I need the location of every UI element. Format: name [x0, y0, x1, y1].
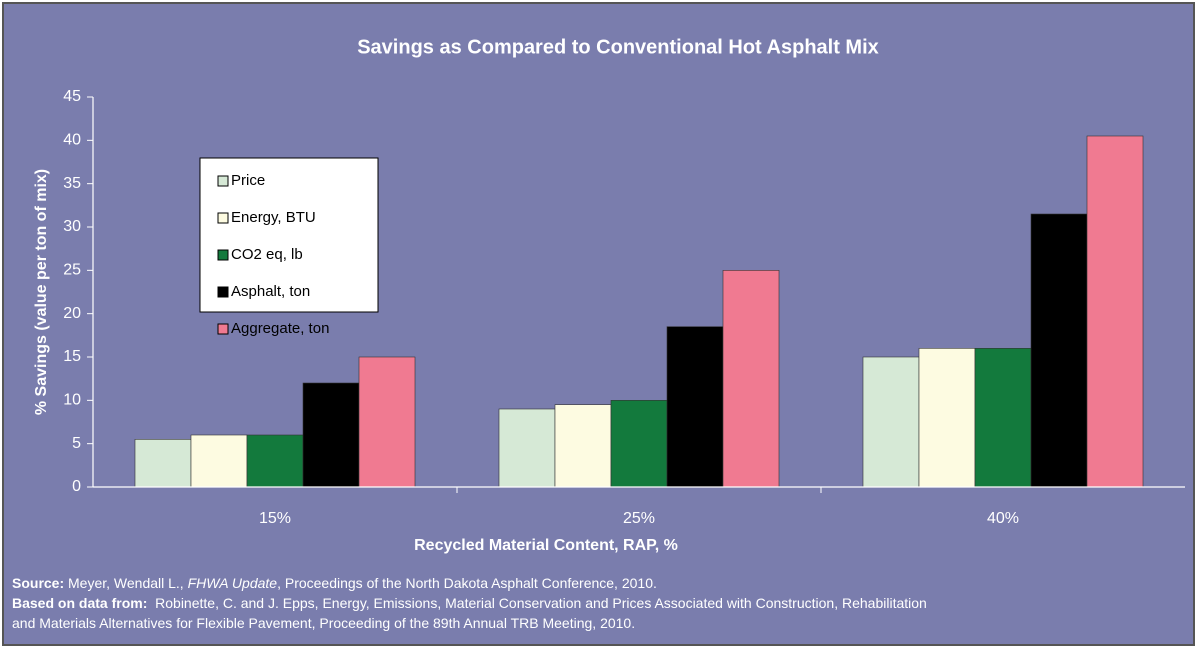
source-part: Source:	[12, 575, 64, 591]
source-part: Based on data from:	[12, 595, 147, 611]
x-tick-label: 25%	[623, 510, 655, 527]
legend-swatch	[217, 249, 229, 261]
legend-label: CO2 eq, lb	[231, 246, 303, 263]
bar	[1086, 135, 1144, 488]
x-axis-title: Recycled Material Content, RAP, %	[414, 537, 678, 554]
bar	[666, 326, 724, 488]
source-part: FHWA Update	[188, 575, 278, 591]
y-tick-label: 20	[63, 305, 81, 322]
source-part: , Proceedings of the North Dakota Asphal…	[277, 575, 657, 591]
legend-swatch	[217, 323, 229, 335]
y-axis-title: % Savings (value per ton of mix)	[33, 169, 50, 415]
y-tick-label: 35	[63, 175, 81, 192]
y-tick-label: 30	[63, 218, 81, 235]
bar	[722, 270, 780, 488]
bar	[498, 408, 556, 488]
legend-label: Asphalt, ton	[231, 283, 310, 300]
bar	[246, 434, 304, 488]
y-tick-label: 10	[63, 392, 81, 409]
chart-title: Savings as Compared to Conventional Hot …	[357, 36, 879, 58]
source-part: Meyer, Wendall L.,	[64, 575, 187, 591]
bar	[358, 356, 416, 488]
y-tick-label: 45	[63, 88, 81, 105]
source-line: and Materials Alternatives for Flexible …	[12, 615, 635, 631]
bar	[1030, 213, 1088, 488]
source-part: Robinette, C. and J. Epps, Energy, Emiss…	[147, 595, 926, 611]
bar	[862, 356, 920, 488]
source-line: Source: Meyer, Wendall L., FHWA Update, …	[12, 575, 657, 591]
legend-swatch	[217, 175, 229, 187]
bar	[190, 434, 248, 488]
legend-label: Aggregate, ton	[231, 320, 329, 337]
source-part: and Materials Alternatives for Flexible …	[12, 615, 635, 631]
legend-swatch	[217, 212, 229, 224]
y-tick-label: 0	[72, 478, 81, 495]
legend-box	[199, 157, 379, 313]
bar	[918, 348, 976, 488]
y-tick-label: 15	[63, 348, 81, 365]
x-tick-label: 40%	[987, 510, 1019, 527]
legend-label: Energy, BTU	[231, 209, 316, 226]
bar	[554, 404, 612, 488]
legend-swatch	[217, 286, 229, 298]
source-line: Based on data from: Robinette, C. and J.…	[12, 595, 927, 611]
legend-label: Price	[231, 172, 265, 189]
y-tick-label: 5	[72, 435, 81, 452]
bar	[302, 382, 360, 488]
x-tick-label: 15%	[259, 510, 291, 527]
y-tick-label: 40	[63, 132, 81, 149]
y-tick-label: 25	[63, 262, 81, 279]
bar	[610, 400, 668, 488]
bar	[974, 348, 1032, 488]
bar	[134, 439, 192, 488]
